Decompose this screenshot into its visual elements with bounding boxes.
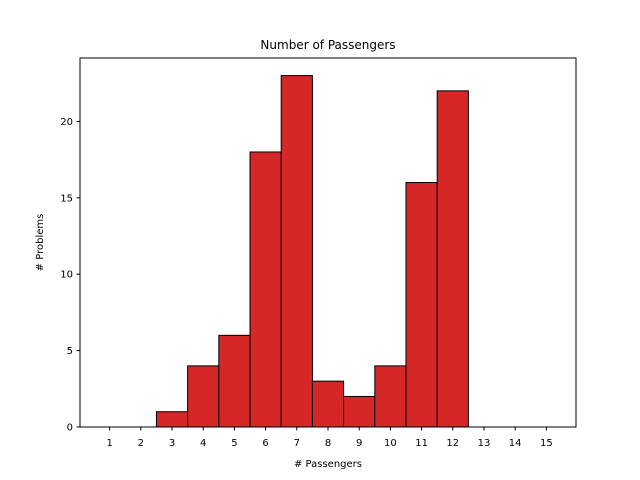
x-tick-label-6: 6 xyxy=(262,438,268,449)
bars-group xyxy=(155,75,469,428)
chart-title: Number of Passengers xyxy=(260,38,395,52)
bar-9 xyxy=(343,395,376,428)
x-tick-label-11: 11 xyxy=(415,438,428,449)
x-axis: 1 2 3 4 5 6 7 8 9 10 11 12 13 14 15 xyxy=(106,427,553,449)
bar-8 xyxy=(311,380,345,428)
x-tick-label-4: 4 xyxy=(200,438,206,449)
y-tick-label-0: 0 xyxy=(67,423,73,434)
x-tick-label-15: 15 xyxy=(540,438,553,449)
y-tick-label-20: 20 xyxy=(60,117,73,128)
x-tick-label-2: 2 xyxy=(138,438,144,449)
bar-5 xyxy=(218,334,251,428)
bar-7 xyxy=(280,75,313,428)
x-tick-label-13: 13 xyxy=(478,438,491,449)
x-tick-label-12: 12 xyxy=(446,438,459,449)
bar-12 xyxy=(436,90,469,428)
bar-4 xyxy=(187,365,220,428)
y-tick-label-10: 10 xyxy=(60,270,73,281)
x-tick-label-7: 7 xyxy=(294,438,300,449)
x-tick-label-10: 10 xyxy=(384,438,397,449)
y-axis-label: # Problems xyxy=(35,214,46,272)
x-tick-label-9: 9 xyxy=(356,438,362,449)
bar-6 xyxy=(249,151,282,428)
x-tick-label-5: 5 xyxy=(231,438,237,449)
x-tick-label-8: 8 xyxy=(325,438,331,449)
x-axis-label: # Passengers xyxy=(294,459,362,470)
y-tick-label-5: 5 xyxy=(67,346,73,357)
y-axis: 0 5 10 15 20 xyxy=(60,117,80,434)
x-tick-label-3: 3 xyxy=(169,438,175,449)
plot-area-frame xyxy=(79,57,577,428)
x-tick-label-1: 1 xyxy=(106,438,112,449)
bar-3 xyxy=(155,411,189,428)
bar-11 xyxy=(405,182,438,428)
bar-10 xyxy=(374,365,407,428)
x-tick-label-14: 14 xyxy=(509,438,522,449)
y-tick-label-15: 15 xyxy=(60,193,73,204)
